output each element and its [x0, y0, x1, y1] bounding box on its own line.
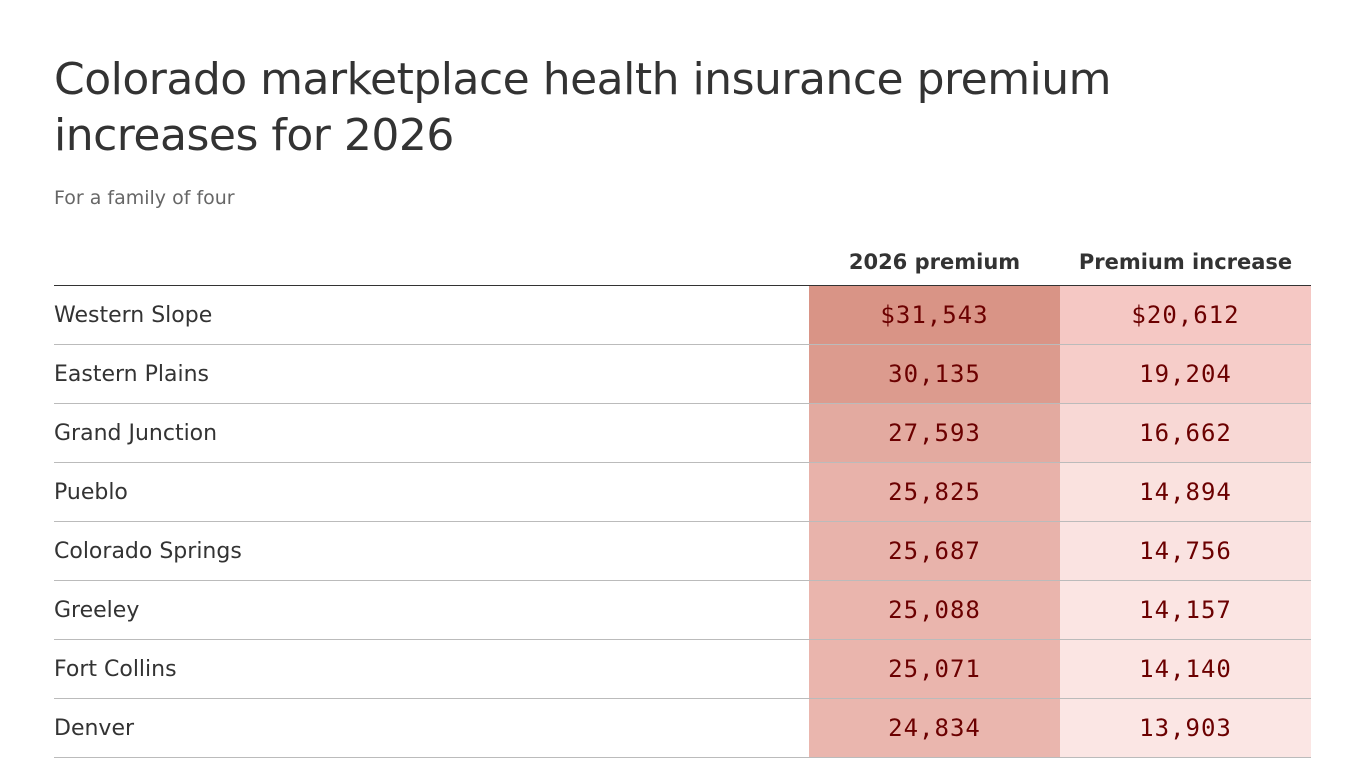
table-row: Colorado Springs 25,687 14,756	[54, 522, 1311, 581]
value-cell: 25,071	[809, 640, 1060, 698]
table-row: Eastern Plains 30,135 19,204	[54, 345, 1311, 404]
value-cell: 14,756	[1060, 522, 1311, 580]
table-row: Grand Junction 27,593 16,662	[54, 404, 1311, 463]
table-row: Denver 24,834 13,903	[54, 699, 1311, 758]
value-cell: 13,903	[1060, 699, 1311, 757]
row-label: Denver	[54, 715, 135, 741]
row-label: Grand Junction	[54, 420, 218, 446]
value-cell: 30,135	[809, 345, 1060, 403]
value-cell: $31,543	[809, 286, 1060, 344]
row-label: Pueblo	[54, 479, 128, 505]
table-row: Western Slope $31,543 $20,612	[54, 286, 1311, 345]
value-cell: $20,612	[1060, 286, 1311, 344]
row-label: Fort Collins	[54, 656, 177, 682]
value-cell: 24,834	[809, 699, 1060, 757]
subtitle: For a family of four	[54, 187, 235, 209]
value-cell: 25,825	[809, 463, 1060, 521]
value-cell: 14,894	[1060, 463, 1311, 521]
value-cell: 27,593	[809, 404, 1060, 462]
value-cell: 14,140	[1060, 640, 1311, 698]
value-cell: 14,157	[1060, 581, 1311, 639]
value-cell: 19,204	[1060, 345, 1311, 403]
table-row: Fort Collins 25,071 14,140	[54, 640, 1311, 699]
row-label: Greeley	[54, 597, 140, 623]
header-row: 2026 premium Premium increase	[54, 238, 1311, 286]
value-cell: 16,662	[1060, 404, 1311, 462]
row-label: Colorado Springs	[54, 538, 242, 564]
table-row: Pueblo 25,825 14,894	[54, 463, 1311, 522]
table-row: Greeley 25,088 14,157	[54, 581, 1311, 640]
row-label: Western Slope	[54, 302, 213, 328]
value-cell: 25,088	[809, 581, 1060, 639]
column-header: 2026 premium	[848, 249, 1021, 274]
column-header	[54, 238, 809, 285]
row-label: Eastern Plains	[54, 361, 209, 387]
value-cell: 25,687	[809, 522, 1060, 580]
table: 2026 premium Premium increase Western Slop…	[54, 238, 1311, 758]
column-header: Premium increase	[1078, 249, 1293, 274]
title: Colorado marketplace health insurance pr…	[54, 54, 1112, 161]
